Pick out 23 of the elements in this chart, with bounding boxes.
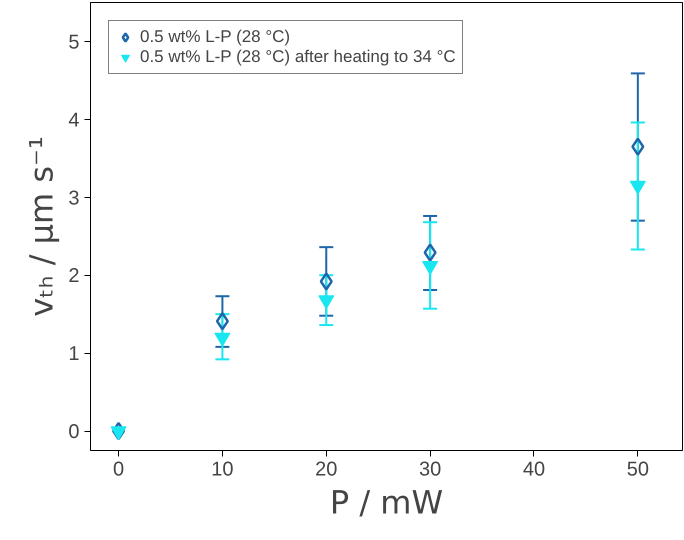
legend-label: 0.5 wt% L-P (28 °C) (140, 27, 290, 47)
x-tick-label: 10 (211, 458, 234, 480)
x-tick-label: 50 (626, 458, 649, 480)
y-tick-label: 1 (68, 343, 80, 366)
x-tick-label: 20 (315, 458, 338, 480)
point (216, 312, 229, 330)
y-tick-label: 4 (68, 109, 80, 132)
point (318, 295, 334, 310)
x-tick-label: 40 (522, 458, 546, 480)
y-tick-label: 3 (68, 187, 80, 210)
point (424, 243, 437, 262)
point (631, 137, 644, 156)
legend-label: 0.5 wt% L-P (28 °C) after heating to 34 °C (140, 47, 456, 67)
point (110, 426, 127, 440)
point (214, 332, 230, 347)
y-axis-title: vₜₕ / µm s⁻¹ (22, 136, 60, 317)
y-tick-label: 0 (68, 421, 80, 444)
x-axis-title: P / mW (330, 484, 444, 522)
point (320, 272, 333, 291)
x-tick-label: 0 (112, 458, 124, 480)
y-tick-label: 2 (68, 265, 80, 288)
y-tick-label: 5 (68, 31, 80, 54)
x-tick-label: 30 (419, 458, 442, 480)
